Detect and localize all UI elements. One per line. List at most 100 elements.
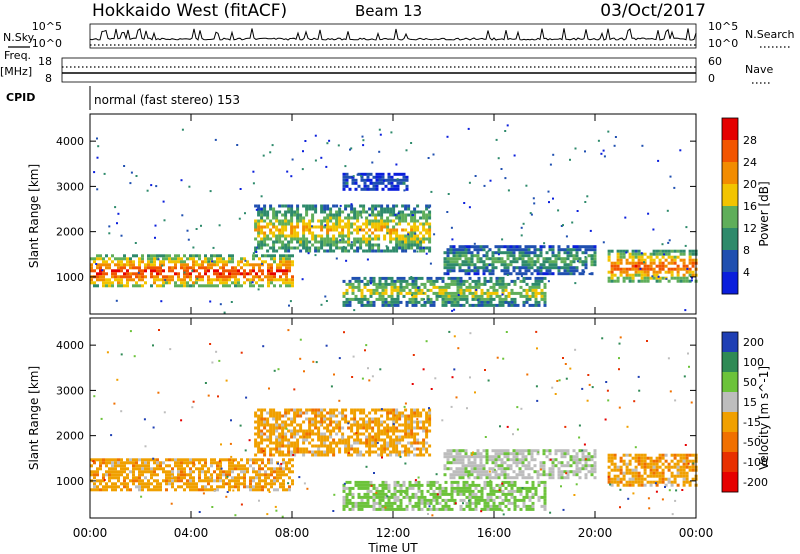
echo-cell	[317, 225, 321, 229]
echo-cell	[159, 482, 162, 486]
echo-cell	[459, 492, 463, 496]
echo-cell	[661, 267, 665, 271]
noise-speckle	[495, 138, 498, 141]
echo-cell	[425, 219, 429, 223]
echo-cell	[516, 498, 520, 502]
echo-cell	[548, 245, 552, 249]
echo-cell	[422, 429, 426, 433]
echo-cell	[563, 263, 567, 267]
echo-cell	[287, 204, 291, 208]
echo-cell	[279, 284, 282, 288]
echo-cell	[180, 284, 183, 288]
echo-cell	[252, 479, 255, 483]
echo-cell	[470, 254, 474, 258]
echo-cell	[264, 485, 267, 489]
echo-cell	[489, 480, 493, 484]
echo-cell	[688, 483, 692, 487]
echo-cell	[360, 294, 364, 298]
echo-cell	[105, 284, 108, 288]
noise-speckle	[552, 197, 554, 200]
echo-cell	[518, 245, 522, 249]
echo-cell	[387, 178, 391, 182]
echo-cell	[485, 263, 489, 267]
echo-cell	[290, 453, 294, 457]
noise-speckle	[692, 462, 695, 465]
noise-speckle	[301, 168, 304, 171]
echo-cell	[392, 447, 396, 451]
echo-cell	[476, 467, 480, 471]
echo-cell	[231, 272, 234, 276]
echo-cell	[465, 504, 469, 508]
echo-cell	[401, 414, 405, 418]
noise-speckle	[451, 376, 454, 379]
echo-cell	[231, 281, 234, 285]
echo-cell	[378, 504, 382, 508]
echo-cell	[234, 476, 237, 480]
echo-cell	[222, 266, 225, 270]
echo-cell	[640, 270, 644, 274]
noise-speckle	[671, 513, 674, 516]
echo-cell	[326, 207, 330, 211]
echo-cell	[275, 420, 279, 424]
echo-cell	[498, 483, 502, 487]
echo-cell	[228, 254, 231, 258]
echo-cell	[658, 249, 662, 253]
noise-speckle	[115, 299, 118, 302]
echo-cell	[302, 222, 306, 226]
echo-cell	[371, 204, 375, 208]
noise-speckle	[446, 211, 449, 213]
noise-speckle	[120, 234, 123, 237]
echo-cell	[201, 488, 204, 492]
echo-cell	[551, 248, 555, 252]
echo-cell	[207, 479, 210, 483]
echo-cell	[492, 492, 496, 496]
echo-cell	[395, 234, 399, 238]
noise-speckle	[144, 445, 147, 448]
echo-cell	[489, 486, 493, 490]
echo-cell	[296, 447, 300, 451]
echo-cell	[512, 266, 516, 270]
echo-cell	[398, 414, 402, 418]
echo-cell	[171, 473, 174, 477]
echo-cell	[530, 266, 534, 270]
echo-cell	[387, 172, 391, 176]
echo-cell	[144, 461, 147, 465]
echo-cell	[375, 288, 379, 292]
echo-cell	[422, 453, 426, 457]
echo-cell	[465, 285, 469, 289]
echo-cell	[275, 429, 279, 433]
echo-cell	[351, 495, 355, 499]
echo-cell	[474, 303, 478, 307]
echo-cell	[483, 279, 487, 283]
echo-cell	[273, 470, 276, 474]
echo-cell	[637, 264, 641, 268]
echo-cell	[515, 473, 519, 477]
echo-cell	[282, 473, 285, 477]
noise-speckle	[657, 275, 660, 278]
echo-cell	[461, 470, 465, 474]
echo-cell	[237, 482, 240, 486]
echo-cell	[332, 216, 336, 220]
echo-cell	[652, 459, 656, 463]
echo-cell	[404, 444, 408, 448]
echo-cell	[302, 432, 306, 436]
noise-speckle	[431, 514, 434, 517]
echo-cell	[416, 219, 420, 223]
echo-cell	[489, 489, 493, 493]
echo-cell	[258, 482, 261, 486]
echo-cell	[377, 453, 381, 457]
echo-cell	[387, 501, 391, 505]
echo-cell	[575, 266, 579, 270]
echo-cell	[458, 467, 462, 471]
echo-cell	[231, 476, 234, 480]
echo-cell	[266, 438, 270, 442]
echo-cell	[509, 464, 513, 468]
echo-cell	[438, 483, 442, 487]
noise-speckle	[320, 303, 323, 306]
echo-cell	[456, 486, 460, 490]
echo-cell	[237, 464, 240, 468]
noise-speckle	[108, 232, 111, 235]
echo-cell	[443, 263, 447, 267]
echo-cell	[117, 278, 120, 282]
echo-cell	[425, 429, 429, 433]
